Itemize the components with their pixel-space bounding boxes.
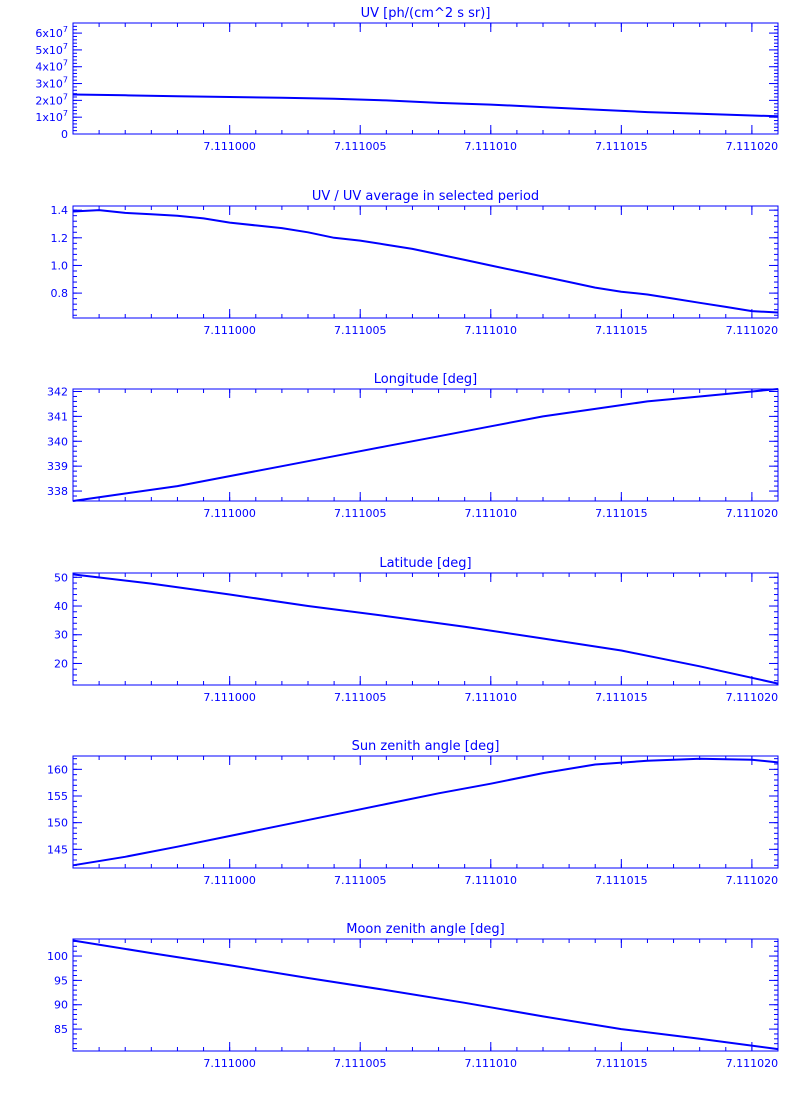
- y-tick-label: 0: [61, 128, 68, 141]
- x-tick-label: 7.111000: [203, 324, 256, 337]
- y-tick-label: 160: [47, 763, 68, 776]
- x-tick-label: 7.111015: [595, 507, 648, 520]
- y-tick-label: 3x107: [35, 76, 68, 91]
- y-tick-label: 6x107: [35, 25, 68, 40]
- chart-panel-1: UV [ph/(cm^2 s sr)] 6x107 5x107 4x107 3x1072…: [35, 6, 779, 153]
- chart-title: Latitude [deg]: [379, 556, 471, 571]
- x-tick-label: 7.111020: [726, 507, 779, 520]
- x-tick-label: 7.111010: [465, 1057, 518, 1070]
- y-tick-label: 85: [54, 1023, 68, 1036]
- x-tick-label: 7.111020: [726, 324, 779, 337]
- x-tick-label: 7.111010: [465, 691, 518, 704]
- y-tick-label: 40: [54, 600, 68, 613]
- y-tick-label: 145: [47, 843, 68, 856]
- y-tick-label: 338: [47, 485, 68, 498]
- chart-title: Moon zenith angle [deg]: [346, 922, 504, 937]
- series-line: [72, 209, 779, 314]
- x-tick-label: 7.111010: [465, 874, 518, 887]
- x-tick-label: 7.111000: [203, 874, 256, 887]
- series-line: [72, 757, 779, 867]
- x-tick-label: 7.111005: [334, 874, 387, 887]
- y-tick-label: 0.8: [51, 287, 69, 300]
- y-tick-label: 340: [47, 435, 68, 448]
- x-tick-label: 7.111005: [334, 691, 387, 704]
- chart-panel-6: Moon zenith angle [deg] 100 95 90 85 7.111000…: [47, 922, 779, 1070]
- x-tick-label: 7.111010: [465, 140, 518, 153]
- chart-title: UV [ph/(cm^2 s sr)]: [361, 6, 491, 21]
- y-tick-label: 155: [47, 790, 68, 803]
- plot-frame: [72, 755, 779, 869]
- chart-panel-3: Longitude [deg] 342 341 340 339 338 7.111000 7.…: [47, 372, 779, 520]
- series-line: [72, 939, 779, 1051]
- y-tick-label: 1.2: [51, 232, 69, 245]
- plot-frame: [72, 938, 779, 1052]
- series-line: [72, 573, 779, 685]
- x-tick-label: 7.111015: [595, 140, 648, 153]
- x-tick-label: 7.111015: [595, 1057, 648, 1070]
- x-tick-label: 7.111020: [726, 691, 779, 704]
- y-tick-label: 95: [54, 974, 68, 987]
- y-tick-label: 342: [47, 385, 68, 398]
- x-tick-label: 7.111000: [203, 1057, 256, 1070]
- y-tick-label: 1x107: [35, 109, 68, 124]
- x-tick-label: 7.111000: [203, 691, 256, 704]
- x-tick-label: 7.111010: [465, 507, 518, 520]
- x-tick-label: 7.111015: [595, 874, 648, 887]
- chart-title: Longitude [deg]: [374, 372, 477, 387]
- y-tick-label: 1.0: [51, 259, 69, 272]
- x-tick-label: 7.111005: [334, 1057, 387, 1070]
- chart-panel-4: Latitude [deg] 50 40 30 20 7.111000 7.111005 7.…: [54, 556, 779, 704]
- x-tick-label: 7.111020: [726, 140, 779, 153]
- y-tick-label: 5x107: [35, 42, 68, 57]
- x-tick-label: 7.111010: [465, 324, 518, 337]
- plot-frame: [72, 205, 779, 319]
- x-tick-label: 7.111020: [726, 1057, 779, 1070]
- plot-frame: [72, 572, 779, 686]
- chart-panel-2: UV / UV average in selected period 1.4 1.2…: [51, 189, 779, 337]
- y-tick-label: 20: [54, 657, 68, 670]
- y-tick-label: 1.4: [51, 204, 69, 217]
- series-line: [72, 93, 779, 118]
- y-tick-label: 341: [47, 410, 68, 423]
- series-line: [72, 388, 779, 502]
- x-tick-label: 7.111020: [726, 874, 779, 887]
- chart-title: UV / UV average in selected period: [312, 189, 539, 204]
- y-tick-label: 90: [54, 999, 68, 1012]
- y-tick-label: 30: [54, 629, 68, 642]
- x-tick-label: 7.111005: [334, 140, 387, 153]
- plot-frame: [72, 22, 779, 135]
- plot-frame: [72, 388, 779, 502]
- chart-panel-5: Sun zenith angle [deg] 160 155 150 145 7.1110…: [47, 739, 779, 887]
- y-tick-label: 339: [47, 460, 68, 473]
- x-tick-label: 7.111000: [203, 140, 256, 153]
- y-tick-label: 50: [54, 571, 68, 584]
- x-tick-label: 7.111005: [334, 507, 387, 520]
- x-tick-label: 7.111005: [334, 324, 387, 337]
- chart-title: Sun zenith angle [deg]: [352, 739, 500, 754]
- y-tick-label: 4x107: [35, 59, 68, 74]
- x-tick-label: 7.111015: [595, 324, 648, 337]
- x-tick-label: 7.111000: [203, 507, 256, 520]
- x-tick-label: 7.111015: [595, 691, 648, 704]
- y-tick-label: 150: [47, 817, 68, 830]
- y-tick-label: 100: [47, 950, 68, 963]
- y-tick-label: 2x107: [35, 92, 68, 107]
